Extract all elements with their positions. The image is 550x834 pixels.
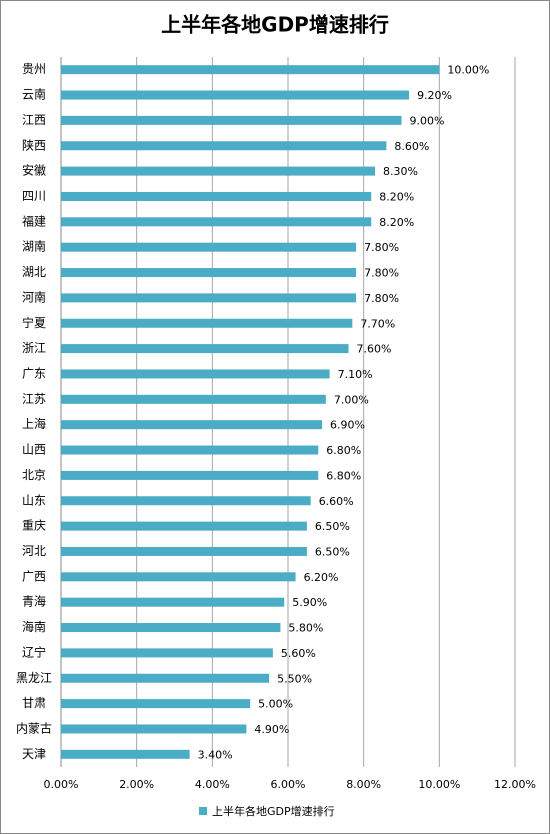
x-tick-label: 12.00%	[494, 778, 536, 791]
y-tick-label: 浙江	[22, 341, 46, 355]
bar	[61, 369, 330, 379]
value-label: 3.40%	[198, 748, 233, 761]
value-label: 7.80%	[364, 241, 399, 254]
y-tick-label: 甘肃	[22, 696, 46, 710]
y-tick-label: 宁夏	[22, 315, 46, 330]
bar	[61, 673, 270, 683]
chart-title: 上半年各地GDP增速排行	[161, 13, 389, 37]
bar	[61, 699, 251, 709]
value-label: 7.10%	[338, 368, 373, 381]
bar	[61, 597, 285, 607]
value-label: 8.20%	[379, 190, 414, 203]
value-label: 9.00%	[410, 114, 445, 127]
y-tick-label: 河北	[22, 544, 46, 558]
y-tick-label: 内蒙古	[16, 720, 52, 735]
value-label: 6.20%	[304, 571, 339, 584]
y-tick-label: 江西	[22, 113, 46, 127]
bar	[61, 572, 296, 582]
x-tick-label: 2.00%	[119, 778, 154, 791]
y-tick-label: 山东	[22, 493, 46, 507]
bar	[61, 318, 353, 328]
bar	[61, 141, 387, 151]
bar	[61, 268, 357, 278]
bar	[61, 470, 319, 480]
y-tick-label: 天津	[22, 747, 46, 761]
value-label: 6.60%	[319, 495, 354, 508]
y-tick-label: 重庆	[22, 519, 46, 533]
x-tick-label: 8.00%	[346, 778, 381, 791]
y-tick-label: 湖南	[22, 239, 46, 254]
y-tick-label: 辽宁	[22, 644, 46, 659]
y-tick-label: 山西	[22, 443, 46, 457]
bar	[61, 191, 372, 201]
value-label: 6.50%	[315, 520, 350, 533]
bar	[61, 217, 372, 227]
bar	[61, 648, 273, 658]
y-tick-label: 陕西	[22, 137, 46, 152]
y-tick-label: 上海	[22, 416, 46, 431]
y-tick-label: 北京	[22, 468, 46, 482]
value-label: 10.00%	[447, 64, 489, 77]
value-label: 6.90%	[330, 419, 365, 432]
bar	[61, 445, 319, 455]
bar	[61, 749, 190, 759]
y-tick-label: 河南	[22, 289, 46, 304]
bar	[61, 623, 281, 633]
y-tick-label: 湖北	[22, 264, 46, 279]
value-label: 5.60%	[281, 647, 316, 660]
bar	[61, 496, 311, 506]
bar	[61, 65, 440, 75]
value-label: 7.00%	[334, 393, 369, 406]
y-tick-label: 海南	[22, 619, 46, 634]
value-label: 6.80%	[326, 469, 361, 482]
bar	[61, 420, 323, 430]
value-label: 4.90%	[254, 723, 289, 736]
value-label: 8.30%	[383, 165, 418, 178]
x-tick-label: 0.00%	[44, 778, 79, 791]
value-label: 9.20%	[417, 89, 452, 102]
bar	[61, 546, 307, 556]
y-tick-label: 贵州	[22, 62, 46, 76]
value-label: 6.80%	[326, 444, 361, 457]
value-label: 7.70%	[360, 317, 395, 330]
bar	[61, 242, 357, 252]
x-tick-label: 4.00%	[195, 778, 230, 791]
bar	[61, 521, 307, 531]
value-label: 8.60%	[394, 140, 429, 153]
bar	[61, 293, 357, 303]
y-tick-label: 福建	[22, 213, 46, 228]
value-label: 5.50%	[277, 672, 312, 685]
x-tick-label: 10.00%	[418, 778, 460, 791]
y-tick-label: 黑龙江	[16, 671, 52, 685]
value-label: 5.80%	[288, 622, 323, 635]
y-tick-label: 青海	[22, 594, 46, 609]
y-tick-label: 广西	[22, 569, 46, 583]
bar	[61, 394, 326, 404]
value-label: 7.80%	[364, 292, 399, 305]
y-tick-label: 安徽	[22, 163, 46, 178]
bar	[61, 115, 402, 125]
value-label: 5.90%	[292, 596, 327, 609]
y-tick-label: 四川	[22, 189, 46, 203]
legend-swatch	[199, 807, 207, 815]
bar	[61, 344, 349, 354]
legend-label: 上半年各地GDP增速排行	[212, 804, 335, 818]
bar	[61, 166, 376, 176]
bar	[61, 724, 247, 734]
y-tick-label: 广东	[22, 366, 46, 380]
value-label: 7.80%	[364, 267, 399, 280]
x-tick-label: 6.00%	[271, 778, 306, 791]
value-label: 5.00%	[258, 698, 293, 711]
bar	[61, 90, 410, 100]
y-tick-label: 云南	[22, 87, 46, 102]
value-label: 7.60%	[357, 343, 392, 356]
value-label: 6.50%	[315, 545, 350, 558]
y-tick-label: 江苏	[22, 392, 46, 406]
value-label: 8.20%	[379, 216, 414, 229]
